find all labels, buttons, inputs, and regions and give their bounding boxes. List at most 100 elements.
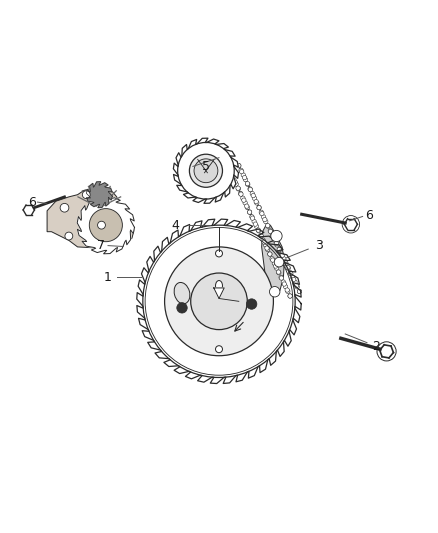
Circle shape — [265, 223, 270, 228]
Circle shape — [165, 247, 273, 356]
Circle shape — [239, 168, 243, 173]
Circle shape — [256, 229, 261, 233]
Circle shape — [246, 182, 250, 187]
Circle shape — [237, 164, 241, 168]
Circle shape — [282, 257, 286, 261]
Polygon shape — [230, 166, 300, 296]
Circle shape — [244, 204, 249, 208]
Circle shape — [279, 275, 283, 279]
Polygon shape — [137, 219, 301, 384]
Text: 6: 6 — [365, 208, 373, 222]
Circle shape — [252, 196, 257, 200]
Circle shape — [279, 252, 284, 256]
Polygon shape — [47, 187, 134, 248]
Circle shape — [265, 247, 270, 252]
Circle shape — [191, 273, 247, 329]
Circle shape — [262, 240, 266, 244]
Circle shape — [271, 236, 276, 240]
Circle shape — [286, 265, 290, 270]
Circle shape — [237, 164, 241, 168]
Circle shape — [227, 168, 232, 172]
Polygon shape — [261, 225, 284, 297]
Circle shape — [65, 232, 73, 240]
Circle shape — [274, 257, 284, 267]
Circle shape — [283, 260, 287, 264]
Circle shape — [280, 253, 284, 257]
Circle shape — [236, 186, 240, 190]
Circle shape — [242, 175, 247, 180]
Circle shape — [277, 271, 281, 275]
Circle shape — [272, 238, 277, 243]
Circle shape — [268, 252, 272, 256]
Circle shape — [251, 216, 254, 220]
Circle shape — [266, 224, 270, 229]
Circle shape — [247, 299, 257, 309]
Circle shape — [230, 173, 234, 177]
Circle shape — [270, 233, 275, 238]
Circle shape — [251, 193, 255, 198]
Circle shape — [289, 271, 293, 276]
Polygon shape — [77, 197, 134, 254]
Circle shape — [241, 196, 245, 200]
Circle shape — [252, 219, 256, 224]
Circle shape — [292, 277, 296, 281]
Circle shape — [227, 168, 232, 172]
Text: 2: 2 — [372, 340, 380, 353]
Circle shape — [254, 224, 258, 228]
Circle shape — [243, 200, 247, 205]
Circle shape — [270, 256, 274, 261]
Circle shape — [234, 182, 238, 187]
Circle shape — [294, 284, 299, 288]
Circle shape — [279, 276, 283, 280]
Circle shape — [268, 252, 272, 256]
Circle shape — [275, 243, 279, 247]
Circle shape — [250, 215, 254, 219]
Circle shape — [261, 215, 266, 219]
Circle shape — [265, 246, 269, 251]
Text: 7: 7 — [97, 239, 105, 252]
Circle shape — [271, 230, 282, 241]
Circle shape — [194, 159, 218, 183]
Text: 5: 5 — [202, 160, 210, 173]
Ellipse shape — [215, 280, 223, 291]
Circle shape — [260, 212, 264, 216]
Circle shape — [60, 204, 69, 212]
Circle shape — [242, 198, 246, 203]
Circle shape — [254, 201, 259, 205]
Circle shape — [259, 210, 263, 214]
Circle shape — [274, 241, 279, 246]
Circle shape — [241, 173, 245, 177]
Circle shape — [215, 346, 223, 353]
Circle shape — [240, 169, 244, 174]
Circle shape — [245, 205, 250, 209]
Circle shape — [277, 247, 282, 252]
Circle shape — [295, 285, 300, 289]
Ellipse shape — [174, 282, 190, 304]
Text: 3: 3 — [315, 239, 323, 252]
Circle shape — [239, 192, 243, 196]
Circle shape — [82, 191, 90, 199]
Circle shape — [254, 199, 258, 204]
Polygon shape — [173, 138, 239, 203]
Circle shape — [269, 287, 280, 297]
Circle shape — [98, 221, 106, 229]
Circle shape — [236, 187, 240, 191]
Circle shape — [271, 258, 275, 262]
Circle shape — [288, 294, 292, 298]
Circle shape — [248, 187, 252, 191]
Circle shape — [284, 261, 288, 265]
Circle shape — [297, 289, 302, 294]
Circle shape — [282, 282, 286, 286]
Circle shape — [286, 289, 290, 294]
Circle shape — [247, 210, 252, 214]
Circle shape — [275, 266, 279, 270]
Circle shape — [288, 294, 292, 298]
Circle shape — [293, 280, 297, 284]
Circle shape — [273, 264, 278, 268]
Circle shape — [286, 266, 290, 270]
Circle shape — [285, 288, 290, 292]
Circle shape — [263, 217, 267, 222]
Circle shape — [256, 228, 261, 232]
Text: 1: 1 — [104, 271, 112, 284]
Circle shape — [261, 238, 265, 243]
